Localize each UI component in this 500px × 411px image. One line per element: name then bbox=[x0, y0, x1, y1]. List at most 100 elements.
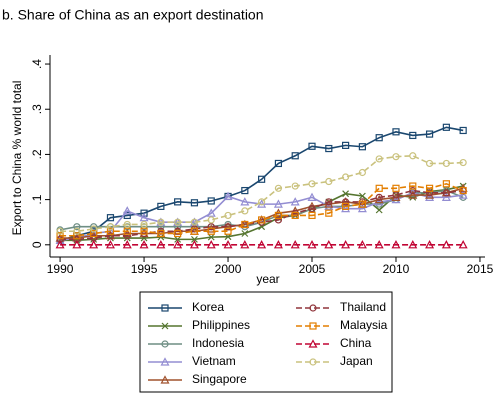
series-line bbox=[60, 187, 464, 239]
data-point bbox=[241, 220, 249, 229]
data-point bbox=[409, 152, 417, 160]
data-point bbox=[458, 240, 468, 249]
x-tick-label: 1995 bbox=[131, 262, 158, 276]
data-point bbox=[358, 168, 366, 177]
data-point bbox=[241, 186, 249, 195]
legend-label: Thailand bbox=[340, 300, 386, 314]
data-point bbox=[324, 240, 334, 249]
data-point bbox=[140, 220, 148, 229]
data-point bbox=[55, 240, 65, 249]
data-point bbox=[190, 223, 199, 231]
data-point bbox=[341, 202, 350, 210]
y-tick-label: 0 bbox=[30, 241, 44, 248]
series-line bbox=[60, 182, 464, 237]
data-point bbox=[189, 240, 199, 249]
data-point bbox=[190, 218, 199, 226]
series-line bbox=[60, 154, 464, 233]
data-point bbox=[458, 190, 468, 199]
data-point bbox=[325, 144, 333, 153]
data-point bbox=[273, 199, 283, 208]
data-point bbox=[392, 128, 400, 136]
legend-marker bbox=[308, 339, 318, 348]
data-point bbox=[157, 218, 165, 226]
series-line bbox=[60, 185, 464, 242]
data-point bbox=[139, 240, 149, 249]
data-point bbox=[374, 240, 384, 249]
data-point bbox=[207, 233, 215, 241]
data-point bbox=[291, 152, 299, 160]
data-point bbox=[224, 211, 232, 220]
legend-label: Vietnam bbox=[192, 354, 236, 368]
data-point bbox=[190, 227, 199, 235]
data-point bbox=[341, 141, 350, 149]
data-point bbox=[106, 232, 115, 240]
data-point bbox=[409, 131, 417, 140]
data-point bbox=[207, 223, 215, 231]
data-point bbox=[258, 216, 266, 224]
data-point bbox=[257, 240, 267, 249]
data-point bbox=[174, 223, 182, 231]
x-axis-title: year bbox=[256, 272, 279, 286]
data-point bbox=[106, 214, 115, 222]
data-point bbox=[409, 182, 417, 190]
data-point bbox=[157, 229, 165, 238]
data-point bbox=[358, 192, 366, 200]
data-point bbox=[459, 186, 467, 195]
data-point bbox=[207, 197, 215, 205]
data-point bbox=[274, 184, 283, 192]
data-point bbox=[425, 192, 435, 201]
legend-marker bbox=[309, 322, 317, 330]
data-point bbox=[56, 232, 64, 240]
data-point bbox=[391, 194, 401, 204]
legend-label: Japan bbox=[340, 354, 373, 368]
series-line bbox=[60, 189, 464, 241]
data-point bbox=[391, 240, 401, 249]
data-point bbox=[324, 201, 334, 210]
data-point bbox=[223, 191, 233, 201]
data-point bbox=[140, 227, 148, 235]
data-point bbox=[291, 211, 299, 220]
legend-label: Singapore bbox=[192, 372, 247, 386]
data-point bbox=[357, 203, 367, 213]
data-point bbox=[105, 240, 115, 249]
data-point bbox=[308, 211, 316, 220]
data-point bbox=[123, 232, 131, 240]
data-point bbox=[325, 177, 333, 186]
data-point bbox=[308, 205, 316, 213]
data-point bbox=[224, 223, 232, 231]
x-tick-label: 2005 bbox=[299, 262, 326, 276]
data-point bbox=[341, 203, 351, 213]
data-point bbox=[73, 232, 81, 240]
data-point bbox=[425, 189, 434, 197]
data-point bbox=[307, 192, 317, 201]
data-point bbox=[106, 223, 115, 231]
data-point bbox=[441, 240, 451, 249]
data-point bbox=[425, 184, 434, 192]
data-point bbox=[392, 184, 400, 192]
data-point bbox=[207, 216, 215, 224]
data-point bbox=[274, 159, 283, 168]
data-point bbox=[441, 192, 451, 201]
legend-marker bbox=[161, 340, 169, 348]
data-point bbox=[122, 240, 132, 249]
data-point bbox=[357, 240, 367, 249]
data-point bbox=[224, 227, 232, 235]
data-point bbox=[140, 209, 148, 217]
data-point bbox=[139, 212, 149, 222]
data-point bbox=[258, 175, 266, 183]
x-tick-label: 2015 bbox=[467, 262, 494, 276]
data-point bbox=[341, 240, 351, 249]
data-point bbox=[241, 207, 249, 215]
x-tick-label: 1990 bbox=[47, 262, 74, 276]
legend-label: Korea bbox=[192, 300, 224, 314]
data-point bbox=[122, 206, 132, 215]
series-line bbox=[59, 191, 464, 242]
data-point bbox=[375, 206, 383, 214]
legend-marker bbox=[160, 375, 170, 384]
legend-marker bbox=[160, 357, 170, 366]
data-point bbox=[123, 227, 131, 235]
data-point bbox=[240, 197, 250, 206]
data-point bbox=[290, 197, 300, 206]
data-point bbox=[358, 143, 366, 151]
